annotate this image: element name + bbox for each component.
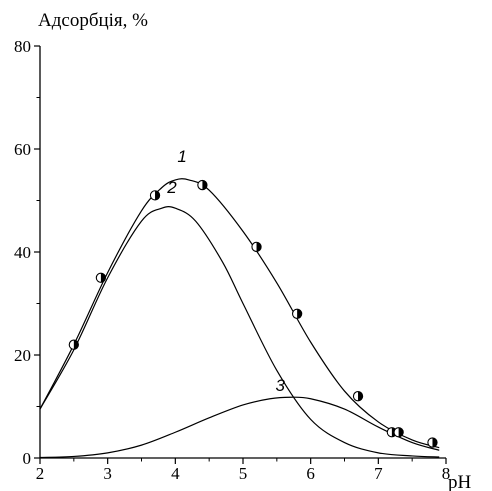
data-points xyxy=(68,179,438,448)
data-point xyxy=(427,437,438,448)
curve-label-1: 1 xyxy=(177,147,186,166)
data-point-fill xyxy=(358,391,363,401)
data-point xyxy=(68,339,79,350)
curve-2 xyxy=(39,206,440,458)
curve-label-3: 3 xyxy=(275,376,285,395)
data-point-fill xyxy=(297,309,302,319)
curves xyxy=(39,178,440,459)
data-point-fill xyxy=(398,427,404,437)
data-point-fill xyxy=(73,340,79,350)
curve-3 xyxy=(39,396,440,459)
data-point xyxy=(291,308,303,319)
data-point-fill xyxy=(202,180,207,190)
data-point xyxy=(251,241,262,252)
x-tick-label: 5 xyxy=(239,464,248,483)
curve-labels: 12 3 xyxy=(166,147,285,395)
y-tick-label: 60 xyxy=(14,140,31,159)
curve-label-2: 2 xyxy=(166,178,177,197)
data-point-fill xyxy=(100,273,106,283)
data-point xyxy=(393,427,404,438)
y-tick-label: 80 xyxy=(14,37,31,56)
curve-1 xyxy=(39,178,440,449)
y-axis-label: Адсорбція, % xyxy=(38,10,148,31)
data-point xyxy=(352,391,364,402)
x-axis-label: pH xyxy=(448,472,472,491)
x-tick-label: 4 xyxy=(171,464,180,483)
data-point-fill xyxy=(155,190,160,200)
y-tick-label: 0 xyxy=(23,449,32,468)
data-point-fill xyxy=(432,437,438,448)
data-point-fill xyxy=(256,242,262,252)
y-tick-label: 20 xyxy=(14,346,31,365)
data-point xyxy=(197,179,208,191)
x-tick-label: 2 xyxy=(36,464,45,483)
x-tick-label: 3 xyxy=(103,464,112,483)
x-tick-label: 7 xyxy=(374,464,383,483)
y-tick-label: 40 xyxy=(14,243,31,262)
data-point xyxy=(149,190,161,201)
data-point xyxy=(95,272,107,283)
x-tick-label: 8 xyxy=(442,464,451,483)
x-tick-label: 6 xyxy=(306,464,315,483)
